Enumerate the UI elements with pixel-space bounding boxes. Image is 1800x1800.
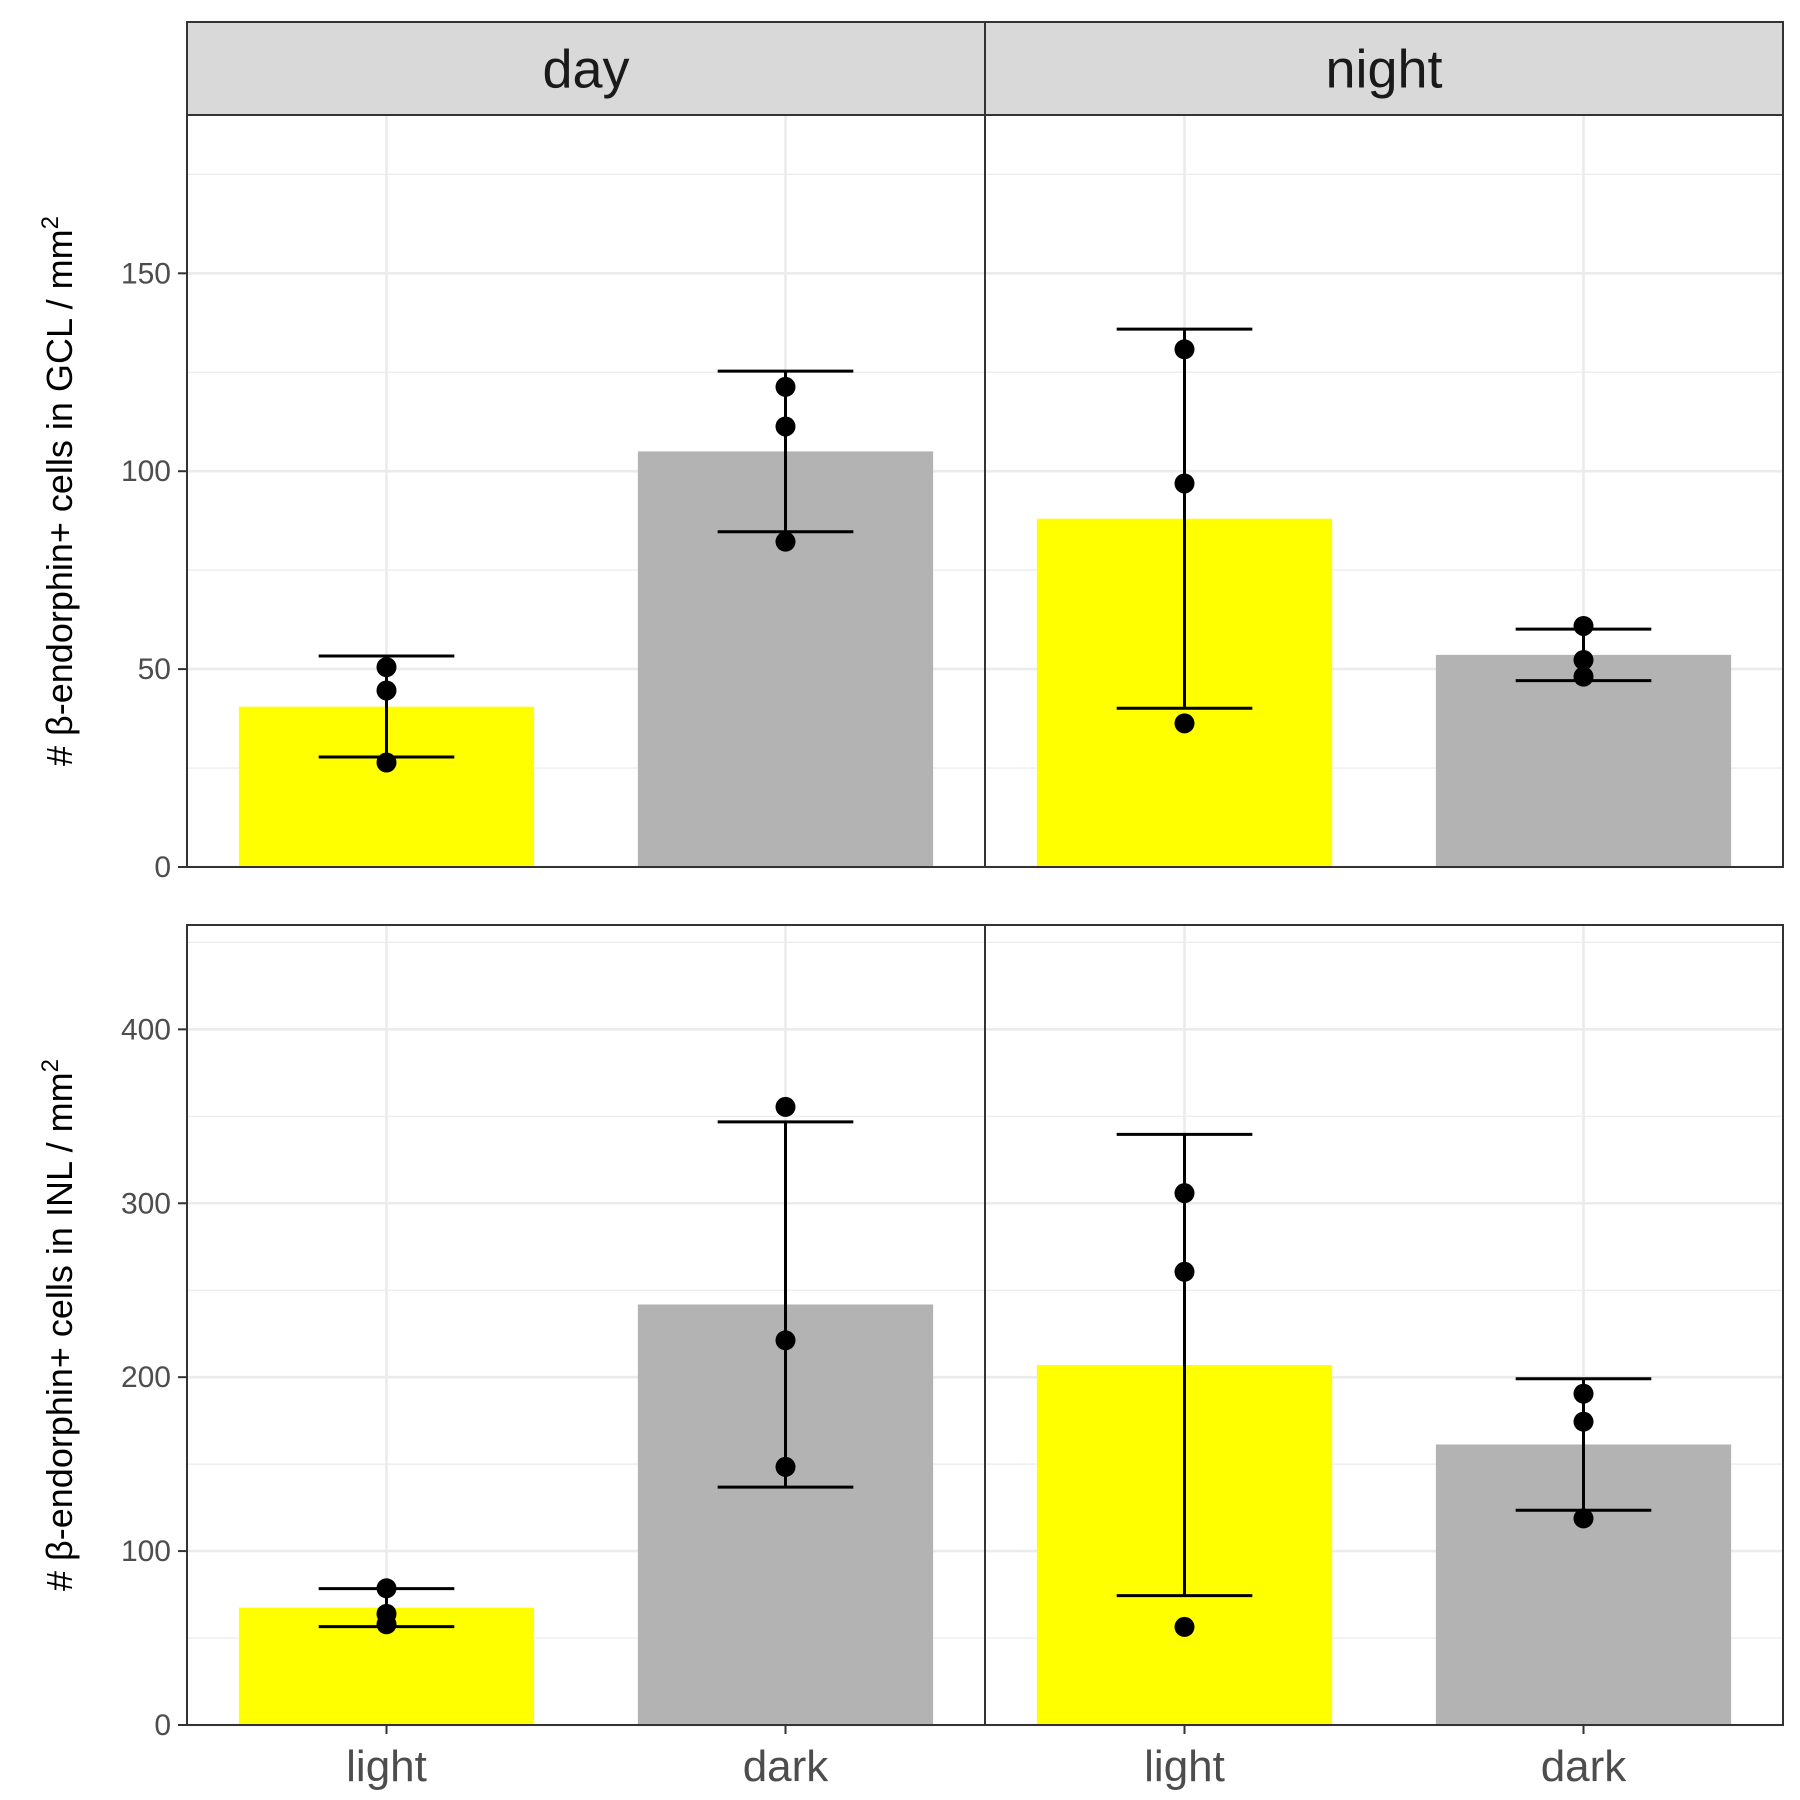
data-point [1174,473,1195,494]
y-tick-label: 400 [121,1013,171,1046]
data-point [1573,1508,1594,1529]
y-tick-label: 150 [121,257,171,290]
data-point [775,376,796,397]
y-tick-label: 0 [154,1709,171,1742]
data-point [775,1456,796,1477]
y-axis-title-superscript: 2 [37,1059,64,1072]
data-point [376,1614,397,1635]
facet-strip-night [984,21,1784,116]
data-point [1573,615,1594,636]
x-tick-label-light: light [346,1742,427,1791]
facet-label-day: day [542,40,629,100]
panel-1-night [984,924,1784,1727]
y-axis-title-0: # β-endorphin+ cells in GCL / mm2 [37,216,80,766]
facet-label-night: night [1325,40,1442,100]
panel-border [984,924,1784,1726]
data-point [1573,1411,1594,1432]
data-point [1174,1616,1195,1637]
data-point [1573,1383,1594,1404]
data-point [1174,339,1195,360]
data-point [376,752,397,773]
panel-1-day [186,924,986,1727]
y-axis-title-superscript: 2 [37,216,64,229]
data-point [775,416,796,437]
data-point [775,1096,796,1117]
y-tick-label: 100 [121,455,171,488]
data-point [1174,713,1195,734]
data-point [775,531,796,552]
x-tick-label-dark: dark [1541,1742,1628,1791]
y-tick-label: 100 [121,1535,171,1568]
y-axis-title-1: # β-endorphin+ cells in INL / mm2 [37,1059,80,1591]
y-axis-title-text: # β-endorphin+ cells in GCL / mm [39,229,80,766]
panel-0-night [984,114,1784,869]
data-point [1174,1183,1195,1204]
y-axis-title-text: # β-endorphin+ cells in INL / mm [39,1072,80,1591]
data-point [376,680,397,701]
data-point [1573,650,1594,671]
data-point [376,657,397,678]
bar-night-dark [1435,654,1732,867]
x-tick-label-dark: dark [743,1742,830,1791]
y-tick-label: 0 [154,851,171,884]
y-tick-label: 300 [121,1187,171,1220]
y-tick-label: 200 [121,1361,171,1394]
data-point [1573,666,1594,687]
facet-strip-day [186,21,986,116]
y-tick-label: 50 [138,653,171,686]
data-point [1174,1261,1195,1282]
panel-border [984,114,1784,868]
x-tick-label-light: light [1144,1742,1225,1791]
data-point [376,1578,397,1599]
data-point [775,1330,796,1351]
panel-0-day [186,114,986,869]
